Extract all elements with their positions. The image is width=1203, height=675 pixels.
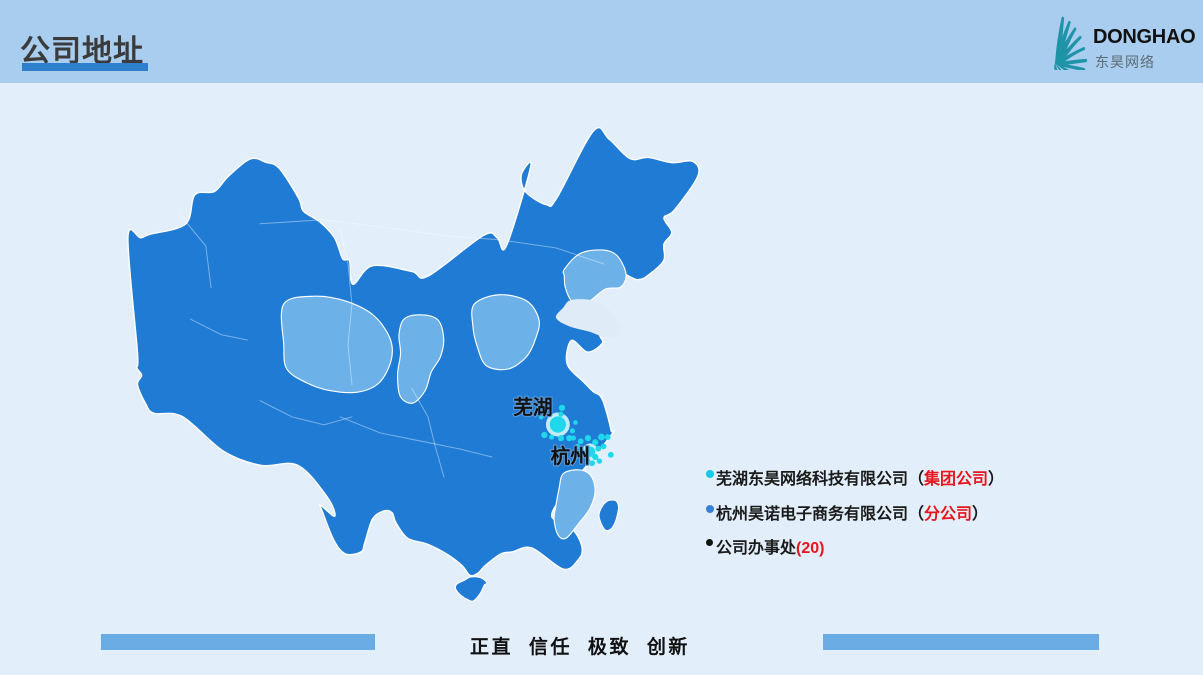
svg-text:杭州: 杭州 (551, 445, 590, 468)
svg-text:芜湖: 芜湖 (513, 396, 552, 419)
